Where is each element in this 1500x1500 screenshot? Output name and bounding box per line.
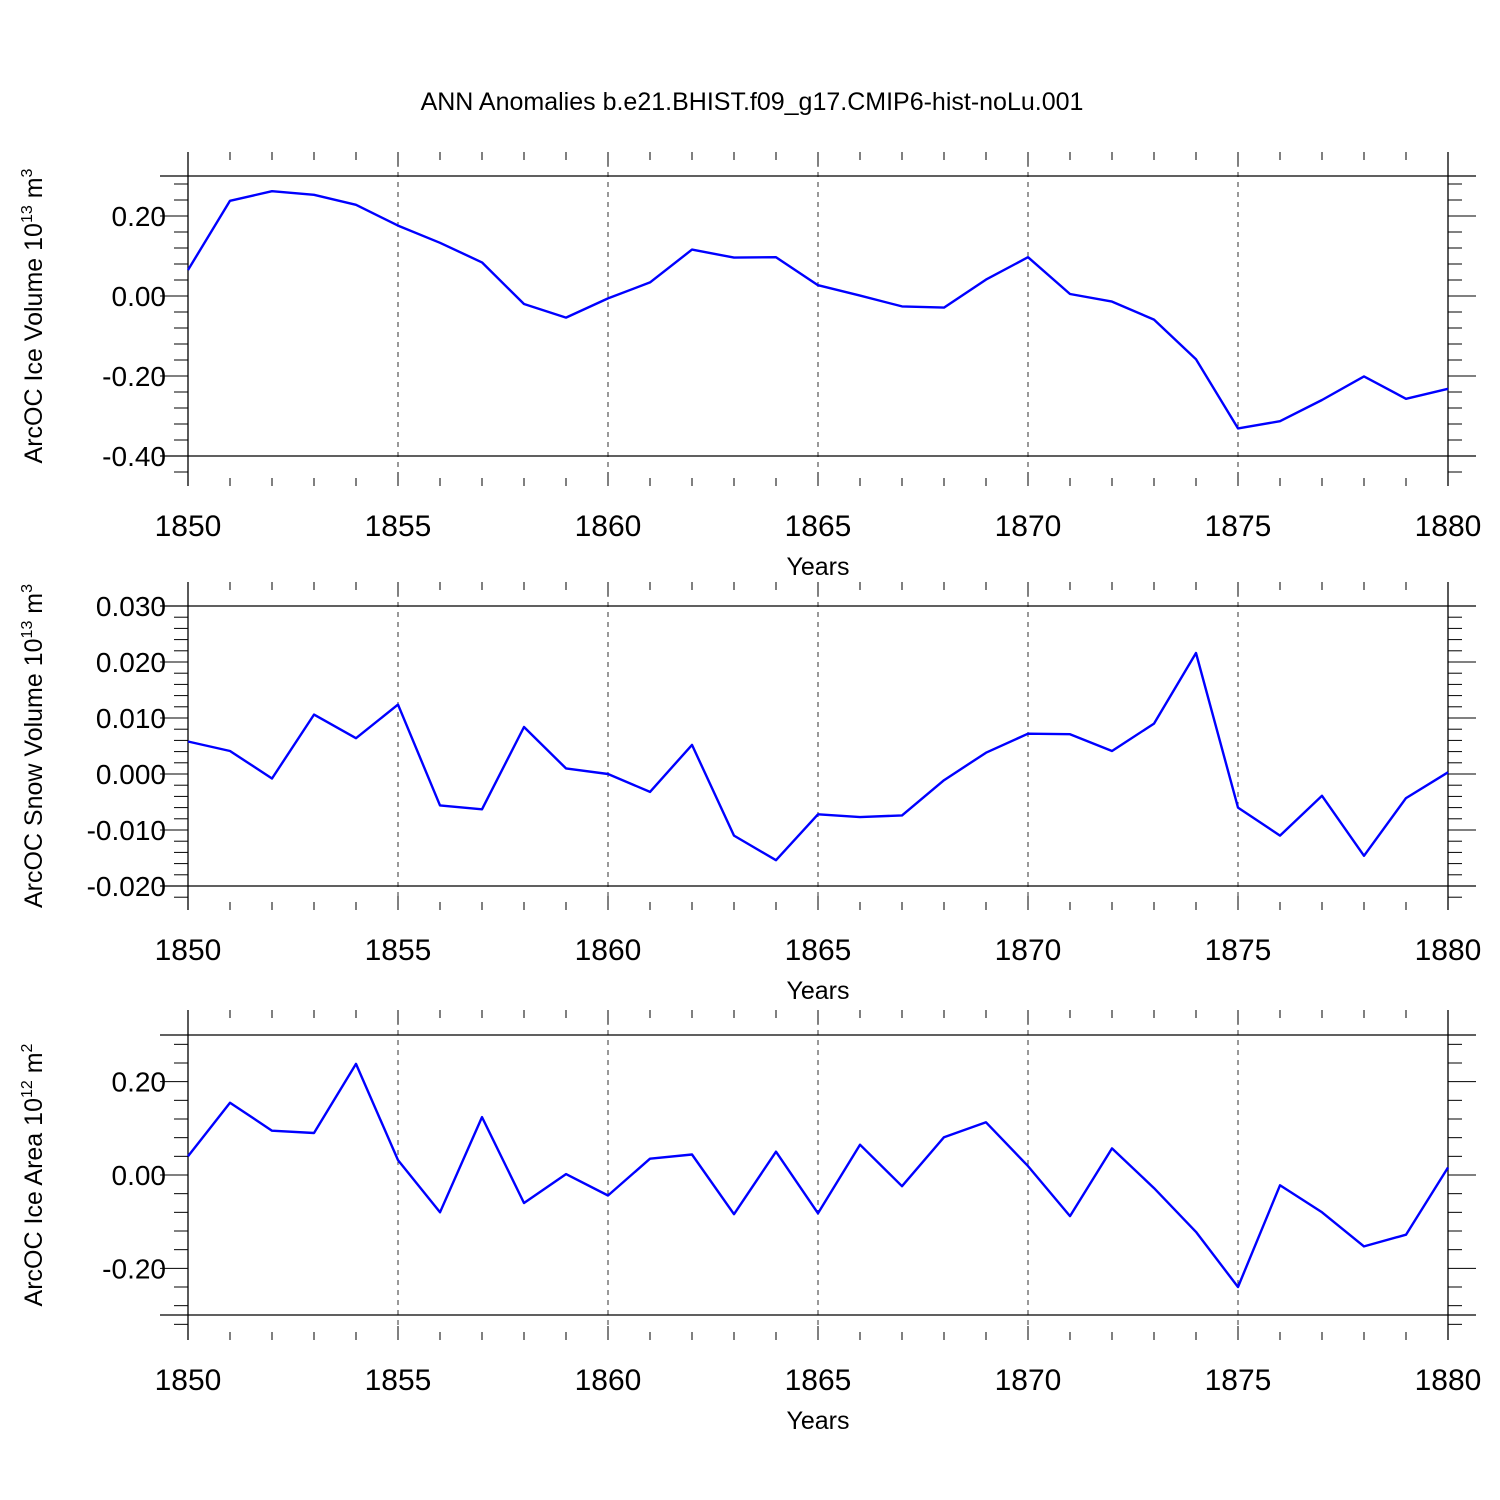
x-tick-label: 1860: [575, 934, 642, 967]
x-tick-label: 1875: [1205, 934, 1272, 967]
y-tick-label: -0.20: [102, 361, 166, 392]
x-tick-label: 1865: [785, 1364, 852, 1397]
series-line: [187, 651, 1449, 862]
series-line: [187, 1062, 1450, 1289]
x-tick-label: 1865: [785, 934, 852, 967]
chart-panel-2: -0.020 -0.010 0.000 0.010 0.020 0.030 1850 1855…: [19, 582, 1481, 1005]
chart-panel-1: -0.40 -0.20 0.00 0.20 1850 1855 1860 1865 1870 18…: [19, 152, 1481, 581]
y-tick-label: 0.20: [112, 1067, 167, 1098]
x-tick-label: 1875: [1205, 1364, 1272, 1397]
y-axis-label-unit: m: [20, 593, 48, 621]
y-axis-label: ArcOC Snow Volume 1013 m3: [19, 584, 48, 908]
y-axis-label-exponent: 13: [19, 205, 36, 223]
panels: -0.40 -0.20 0.00 0.20 1850 1855 1860 1865 1870 18…: [19, 152, 1481, 1435]
x-tick-label: 1870: [995, 510, 1062, 543]
x-tick-label: 1855: [365, 1364, 432, 1397]
x-tick-label: 1870: [995, 1364, 1062, 1397]
series-line: [186, 189, 1449, 430]
x-tick-label: 1855: [365, 934, 432, 967]
x-axis-label: Years: [786, 1407, 849, 1435]
x-tick-label: 1850: [155, 510, 222, 543]
y-axis-label-name: ArcOC Ice Volume 10: [20, 223, 48, 463]
x-tick-label: 1865: [785, 510, 852, 543]
x-tick-label: 1875: [1205, 510, 1272, 543]
y-axis-label-unit: m: [20, 177, 48, 205]
x-tick-label: 1870: [995, 934, 1062, 967]
y-tick-label: 0.020: [96, 647, 166, 678]
y-axis-label-name: ArcOC Ice Area 10: [20, 1098, 48, 1306]
y-tick-label: -0.20: [102, 1253, 166, 1284]
x-tick-label: 1850: [155, 934, 222, 967]
x-axis-label: Years: [786, 977, 849, 1005]
x-tick-label: 1880: [1415, 510, 1482, 543]
y-axis-label-name: ArcOC Snow Volume 10: [20, 638, 48, 908]
y-tick-label: 0.00: [112, 1160, 167, 1191]
chart-panel-3: -0.20 0.00 0.20 1850 1855 1860 1865 1870 1875 188…: [19, 1010, 1481, 1435]
y-tick-label: 0.20: [112, 201, 167, 232]
y-tick-label: 0.000: [96, 759, 166, 790]
y-axis-label-unit-exponent: 2: [19, 1043, 36, 1052]
y-tick-label: 0.00: [112, 281, 167, 312]
x-axis-label: Years: [786, 553, 849, 581]
y-axis-label-exponent: 12: [19, 1080, 36, 1098]
x-tick-label: 1880: [1415, 934, 1482, 967]
y-axis-label-unit: m: [20, 1052, 48, 1080]
x-tick-label: 1850: [155, 1364, 222, 1397]
y-axis-label: ArcOC Ice Volume 1013 m3: [19, 168, 48, 463]
y-tick-label: 0.010: [96, 703, 166, 734]
y-tick-label: -0.40: [102, 441, 166, 472]
y-axis-label-unit-exponent: 3: [19, 584, 36, 593]
chart-title: ANN Anomalies b.e21.BHIST.f09_g17.CMIP6-…: [421, 88, 1084, 116]
x-tick-label: 1860: [575, 1364, 642, 1397]
x-tick-label: 1860: [575, 510, 642, 543]
y-axis-label-exponent: 13: [19, 621, 36, 639]
x-tick-label: 1880: [1415, 1364, 1482, 1397]
y-tick-label: 0.030: [96, 591, 166, 622]
y-axis-label-unit-exponent: 3: [19, 168, 36, 177]
y-tick-label: -0.020: [87, 871, 166, 902]
y-axis-label: ArcOC Ice Area 1012 m2: [19, 1043, 48, 1306]
x-tick-label: 1855: [365, 510, 432, 543]
y-tick-label: -0.010: [87, 815, 166, 846]
